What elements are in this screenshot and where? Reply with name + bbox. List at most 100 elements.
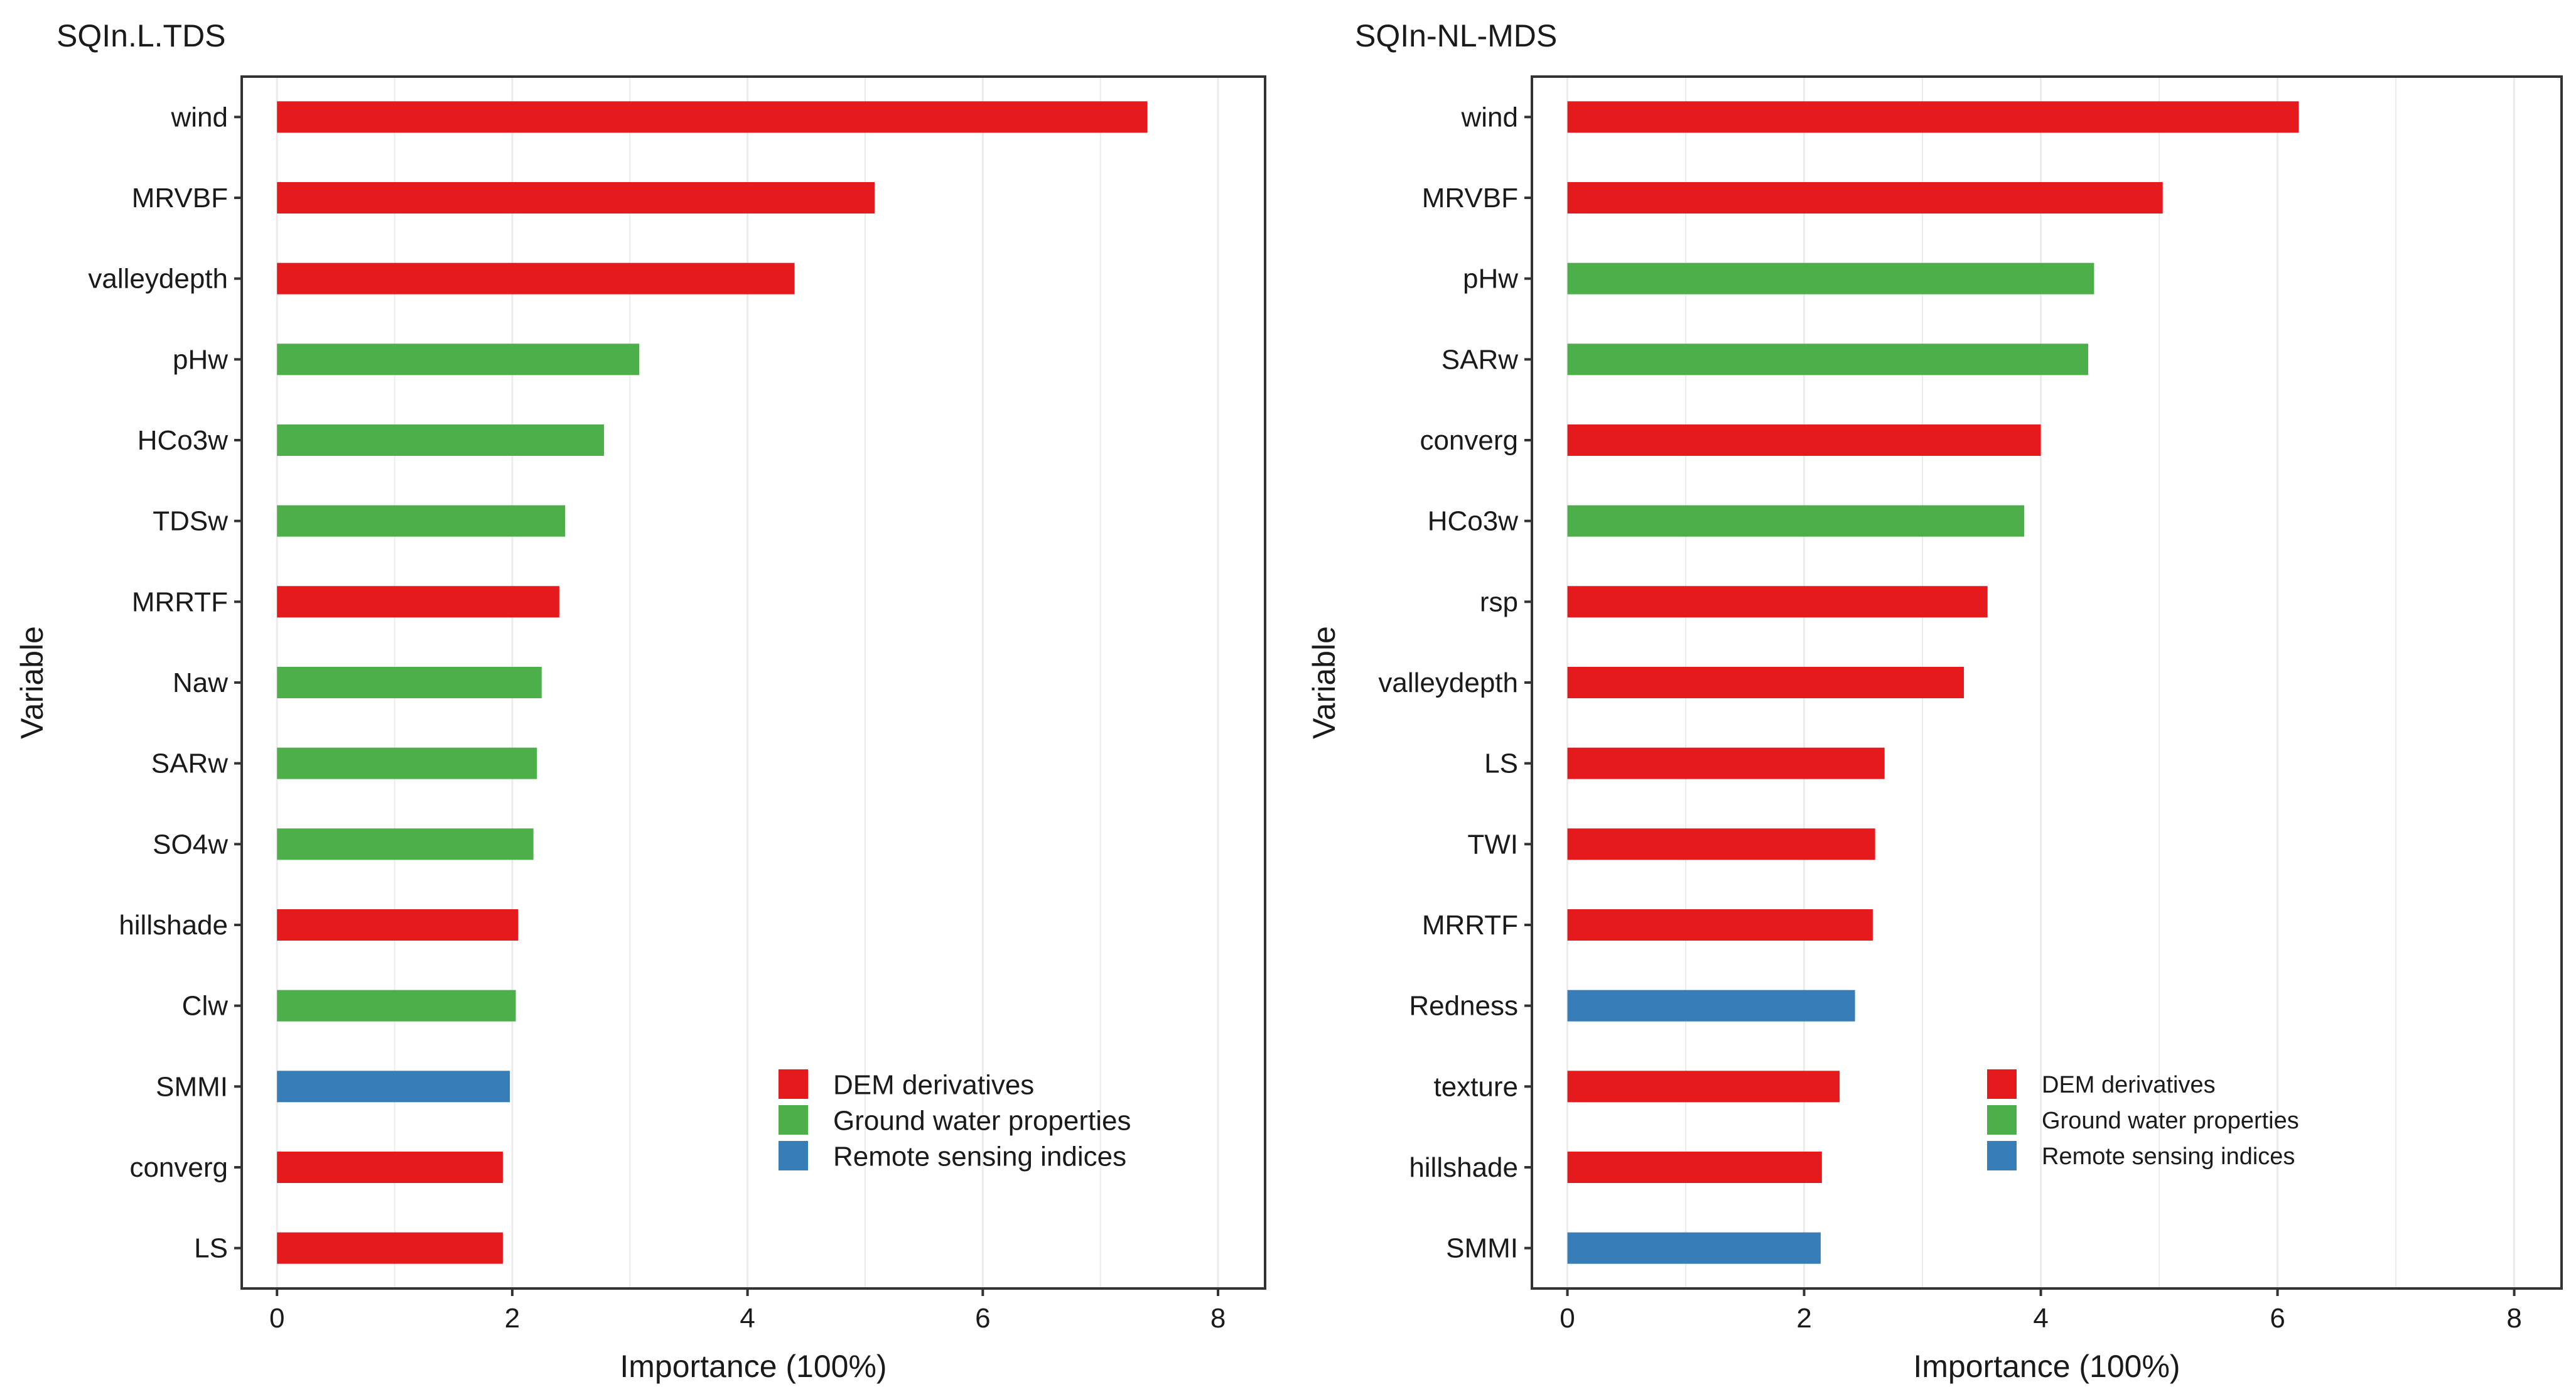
bar-HCo3w — [1567, 505, 2025, 537]
bar-Naw — [277, 667, 542, 698]
y-tick-label: LS — [1484, 748, 1518, 779]
y-tick-label: MRRTF — [1422, 910, 1518, 941]
y-tick-label: SMMI — [156, 1071, 228, 1102]
y-tick-label: converg — [1420, 425, 1518, 456]
y-tick-label: TDSw — [153, 506, 228, 537]
bar-converg — [277, 1152, 503, 1183]
y-tick-label: hillshade — [119, 910, 228, 941]
bar-pHw — [277, 343, 640, 375]
bar-hillshade — [1567, 1152, 1822, 1183]
y-tick-label: MRRTF — [132, 586, 228, 617]
y-tick-label: MRVBF — [132, 183, 228, 213]
y-tick-label: pHw — [1463, 264, 1518, 294]
legend-swatch — [779, 1069, 808, 1099]
bar-SMMI — [1567, 1232, 1821, 1264]
x-tick-label: 8 — [2506, 1303, 2521, 1334]
legend-label: DEM derivatives — [2042, 1072, 2216, 1098]
x-tick-label: 2 — [505, 1303, 520, 1334]
x-tick-label: 0 — [269, 1303, 284, 1334]
x-axis-label: Importance (100%) — [620, 1349, 887, 1384]
bar-LS — [277, 1232, 503, 1264]
y-tick-label: HCo3w — [137, 425, 228, 456]
x-tick-label: 6 — [975, 1303, 990, 1334]
y-tick-label: SARw — [151, 748, 228, 779]
y-tick-label: wind — [171, 102, 229, 132]
legend-label: Ground water properties — [2042, 1108, 2299, 1134]
bar-MRRTF — [1567, 909, 1873, 941]
y-tick-marks — [1524, 116, 1532, 1250]
y-tick-label: SMMI — [1446, 1233, 1518, 1264]
bar-TDSw — [277, 505, 566, 537]
x-ticks: 0 2 4 6 8 — [1560, 1288, 2522, 1334]
legend: DEM derivatives Ground water properties Re… — [779, 1069, 1131, 1172]
bar-valleydepth — [277, 262, 795, 294]
legend-label: Remote sensing indices — [833, 1141, 1126, 1172]
legend-swatch — [1987, 1069, 2017, 1099]
x-tick-label: 6 — [2270, 1303, 2285, 1334]
legend-label: Ground water properties — [833, 1105, 1131, 1136]
y-axis-label: Variable — [1307, 626, 1342, 739]
y-tick-label: SO4w — [153, 829, 228, 860]
bar-MRVBF — [1567, 182, 2163, 213]
x-axis-label: Importance (100%) — [1913, 1349, 2180, 1384]
legend-label: DEM derivatives — [833, 1069, 1034, 1100]
y-tick-label: MRVBF — [1422, 183, 1518, 213]
bar-Clw — [277, 990, 516, 1022]
legend-label: Remote sensing indices — [2042, 1143, 2295, 1170]
y-tick-labels: wind MRVBF valleydepth pHw HCo3w TDSw MRRTF Naw… — [88, 102, 228, 1263]
panel-right: SQIn-NL-MDS wind MRVBF pHw SARw converg HCo3w… — [1307, 18, 2563, 1384]
legend: DEM derivatives Ground water properties Re… — [1987, 1069, 2299, 1170]
y-tick-label: rsp — [1480, 586, 1518, 617]
y-tick-label: texture — [1433, 1071, 1518, 1102]
x-tick-label: 2 — [1796, 1303, 1811, 1334]
y-tick-label: valleydepth — [88, 264, 228, 294]
bar-hillshade — [277, 909, 519, 941]
legend-swatch — [779, 1105, 808, 1135]
y-tick-label: Redness — [1409, 991, 1518, 1022]
bar-texture — [1567, 1071, 1840, 1103]
bar-MRRTF — [277, 586, 559, 618]
bar-SARw — [277, 747, 537, 779]
y-tick-label: converg — [129, 1152, 228, 1183]
y-tick-labels: wind MRVBF pHw SARw converg HCo3w rsp valleydep… — [1378, 102, 1518, 1263]
x-ticks: 0 2 4 6 8 — [269, 1288, 1226, 1334]
bar-SO4w — [277, 828, 534, 860]
x-tick-label: 0 — [1560, 1303, 1575, 1334]
y-tick-marks — [234, 116, 242, 1250]
bar-valleydepth — [1567, 667, 1964, 698]
x-tick-label: 4 — [2033, 1303, 2048, 1334]
bar-pHw — [1567, 262, 2094, 294]
y-tick-label: hillshade — [1409, 1152, 1518, 1183]
y-tick-label: Naw — [173, 667, 228, 698]
y-tick-label: TWI — [1467, 829, 1518, 860]
bar-LS — [1567, 747, 1885, 779]
bar-SMMI — [277, 1071, 510, 1103]
x-tick-label: 8 — [1210, 1303, 1226, 1334]
bar-HCo3w — [277, 424, 605, 456]
bars — [1567, 101, 2299, 1264]
y-tick-label: HCo3w — [1428, 506, 1518, 537]
y-tick-label: LS — [194, 1233, 228, 1264]
chart-title: SQIn-NL-MDS — [1355, 18, 1557, 53]
bar-wind — [277, 101, 1148, 133]
panel-left: SQIn.L.TDS wind MRVBF valleydepth pHw HCo3w T… — [14, 18, 1266, 1384]
bar-TWI — [1567, 828, 1875, 860]
y-tick-label: SARw — [1442, 344, 1518, 375]
y-axis-label: Variable — [14, 626, 50, 739]
bar-Redness — [1567, 990, 1855, 1022]
bar-wind — [1567, 101, 2299, 133]
y-tick-label: valleydepth — [1378, 667, 1518, 698]
legend-swatch — [1987, 1141, 2017, 1170]
legend-swatch — [779, 1141, 808, 1170]
bar-MRVBF — [277, 182, 875, 213]
bar-rsp — [1567, 586, 1988, 618]
y-tick-label: wind — [1461, 102, 1519, 132]
y-tick-label: Clw — [182, 991, 229, 1022]
chart-title: SQIn.L.TDS — [57, 18, 226, 53]
bar-SARw — [1567, 343, 2088, 375]
legend-swatch — [1987, 1105, 2017, 1135]
x-tick-label: 4 — [740, 1303, 755, 1334]
y-tick-label: pHw — [173, 344, 228, 375]
bar-converg — [1567, 424, 2041, 456]
